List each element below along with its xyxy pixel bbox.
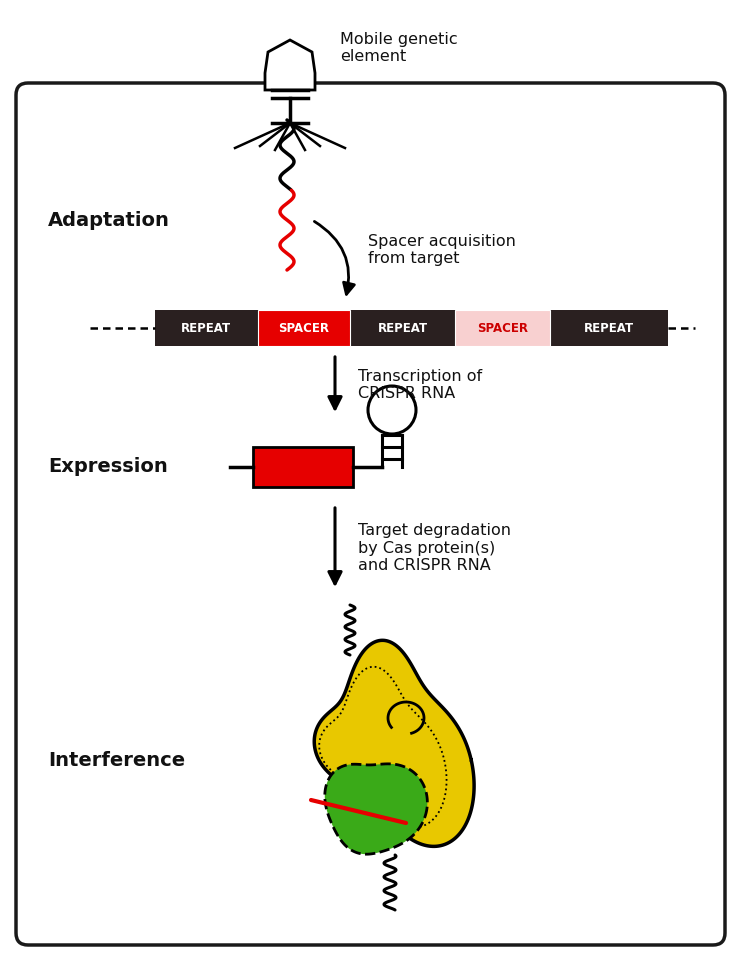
Text: Mobile genetic
element: Mobile genetic element	[340, 32, 457, 64]
Text: REPEAT: REPEAT	[377, 322, 428, 334]
Text: REPEAT: REPEAT	[181, 322, 232, 334]
Polygon shape	[265, 40, 315, 90]
Circle shape	[368, 386, 416, 434]
Text: SPACER: SPACER	[477, 322, 528, 334]
FancyBboxPatch shape	[16, 83, 725, 945]
Bar	[455, 310, 550, 346]
Bar	[155, 310, 668, 346]
Bar	[253, 447, 353, 487]
Text: Interference: Interference	[48, 751, 185, 770]
Bar	[258, 310, 350, 346]
Text: Adaptation: Adaptation	[48, 210, 170, 229]
Text: REPEAT: REPEAT	[584, 322, 634, 334]
Text: Expression: Expression	[48, 458, 168, 476]
Text: Target degradation
by Cas protein(s)
and CRISPR RNA: Target degradation by Cas protein(s) and…	[358, 523, 511, 573]
Text: Transcription of
CRISPR RNA: Transcription of CRISPR RNA	[358, 369, 482, 401]
Text: SPACER: SPACER	[278, 322, 329, 334]
Polygon shape	[325, 764, 428, 854]
Polygon shape	[314, 640, 474, 847]
Text: Spacer acquisition
from target: Spacer acquisition from target	[368, 234, 516, 266]
